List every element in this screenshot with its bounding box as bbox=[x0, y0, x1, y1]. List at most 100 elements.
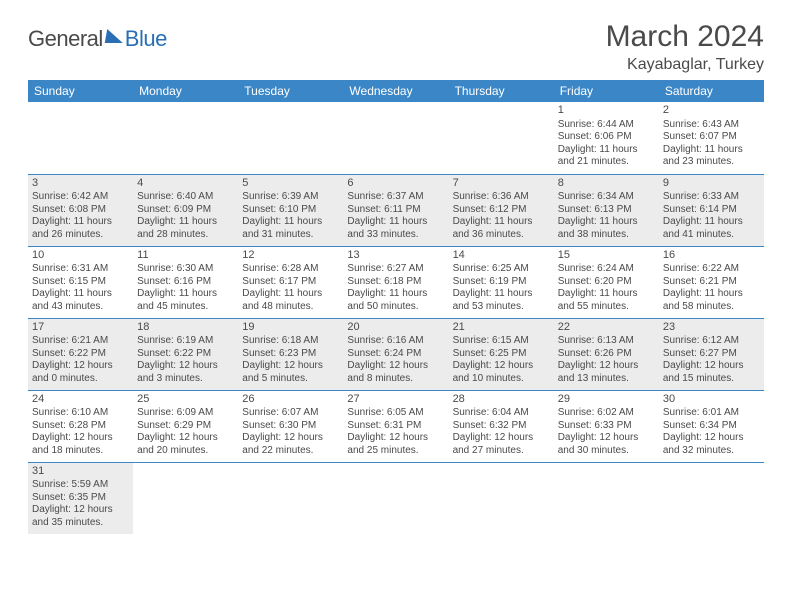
daylight-text: Daylight: 12 hours bbox=[347, 432, 444, 445]
daylight-text: and 25 minutes. bbox=[347, 445, 444, 458]
weekday-header: Sunday bbox=[28, 80, 133, 102]
day-number: 11 bbox=[137, 249, 234, 263]
calendar-day: 2Sunrise: 6:43 AMSunset: 6:07 PMDaylight… bbox=[659, 102, 764, 174]
sunset-text: Sunset: 6:34 PM bbox=[663, 420, 760, 433]
sunset-text: Sunset: 6:07 PM bbox=[663, 131, 760, 144]
calendar-day-empty bbox=[343, 462, 448, 534]
sunrise-text: Sunrise: 6:24 AM bbox=[558, 263, 655, 276]
daylight-text: and 41 minutes. bbox=[663, 229, 760, 242]
daylight-text: Daylight: 12 hours bbox=[558, 360, 655, 373]
calendar-day-empty bbox=[133, 462, 238, 534]
location: Kayabaglar, Turkey bbox=[606, 56, 764, 74]
calendar-day-empty bbox=[554, 462, 659, 534]
calendar-day-empty bbox=[238, 102, 343, 174]
calendar-week: 3Sunrise: 6:42 AMSunset: 6:08 PMDaylight… bbox=[28, 174, 764, 246]
sunset-text: Sunset: 6:22 PM bbox=[32, 348, 129, 361]
header: General Blue March 2024 Kayabaglar, Turk… bbox=[28, 20, 764, 74]
daylight-text: Daylight: 11 hours bbox=[663, 144, 760, 157]
daylight-text: Daylight: 12 hours bbox=[32, 504, 129, 517]
day-number: 3 bbox=[32, 177, 129, 191]
calendar-day-empty bbox=[343, 102, 448, 174]
weekday-header: Tuesday bbox=[238, 80, 343, 102]
sunrise-text: Sunrise: 6:02 AM bbox=[558, 407, 655, 420]
weekday-header: Monday bbox=[133, 80, 238, 102]
sunset-text: Sunset: 6:28 PM bbox=[32, 420, 129, 433]
sunrise-text: Sunrise: 6:44 AM bbox=[558, 119, 655, 132]
day-number: 5 bbox=[242, 177, 339, 191]
calendar-week: 1Sunrise: 6:44 AMSunset: 6:06 PMDaylight… bbox=[28, 102, 764, 174]
daylight-text: Daylight: 11 hours bbox=[242, 216, 339, 229]
sunset-text: Sunset: 6:31 PM bbox=[347, 420, 444, 433]
sunset-text: Sunset: 6:18 PM bbox=[347, 276, 444, 289]
calendar-day: 5Sunrise: 6:39 AMSunset: 6:10 PMDaylight… bbox=[238, 174, 343, 246]
daylight-text: Daylight: 11 hours bbox=[663, 216, 760, 229]
daylight-text: and 20 minutes. bbox=[137, 445, 234, 458]
sunrise-text: Sunrise: 6:43 AM bbox=[663, 119, 760, 132]
sunrise-text: Sunrise: 6:30 AM bbox=[137, 263, 234, 276]
month-title: March 2024 bbox=[606, 20, 764, 54]
daylight-text: and 31 minutes. bbox=[242, 229, 339, 242]
day-number: 21 bbox=[453, 321, 550, 335]
sunset-text: Sunset: 6:25 PM bbox=[453, 348, 550, 361]
calendar-day-empty bbox=[133, 102, 238, 174]
sunrise-text: Sunrise: 6:13 AM bbox=[558, 335, 655, 348]
daylight-text: Daylight: 12 hours bbox=[453, 432, 550, 445]
calendar-day: 25Sunrise: 6:09 AMSunset: 6:29 PMDayligh… bbox=[133, 390, 238, 462]
calendar-day-empty bbox=[238, 462, 343, 534]
day-number: 12 bbox=[242, 249, 339, 263]
daylight-text: and 48 minutes. bbox=[242, 301, 339, 314]
sunset-text: Sunset: 6:17 PM bbox=[242, 276, 339, 289]
calendar-body: 1Sunrise: 6:44 AMSunset: 6:06 PMDaylight… bbox=[28, 102, 764, 534]
sunrise-text: Sunrise: 6:10 AM bbox=[32, 407, 129, 420]
sunset-text: Sunset: 6:15 PM bbox=[32, 276, 129, 289]
calendar-day: 1Sunrise: 6:44 AMSunset: 6:06 PMDaylight… bbox=[554, 102, 659, 174]
calendar-day: 17Sunrise: 6:21 AMSunset: 6:22 PMDayligh… bbox=[28, 318, 133, 390]
day-number: 6 bbox=[347, 177, 444, 191]
day-number: 14 bbox=[453, 249, 550, 263]
daylight-text: Daylight: 11 hours bbox=[453, 216, 550, 229]
day-number: 16 bbox=[663, 249, 760, 263]
day-number: 7 bbox=[453, 177, 550, 191]
sunset-text: Sunset: 6:11 PM bbox=[347, 204, 444, 217]
daylight-text: and 10 minutes. bbox=[453, 373, 550, 386]
daylight-text: Daylight: 11 hours bbox=[347, 216, 444, 229]
daylight-text: and 26 minutes. bbox=[32, 229, 129, 242]
day-number: 22 bbox=[558, 321, 655, 335]
sunrise-text: Sunrise: 6:21 AM bbox=[32, 335, 129, 348]
day-number: 20 bbox=[347, 321, 444, 335]
sunrise-text: Sunrise: 6:36 AM bbox=[453, 191, 550, 204]
daylight-text: and 33 minutes. bbox=[347, 229, 444, 242]
day-number: 25 bbox=[137, 393, 234, 407]
daylight-text: and 32 minutes. bbox=[663, 445, 760, 458]
daylight-text: and 21 minutes. bbox=[558, 156, 655, 169]
daylight-text: and 22 minutes. bbox=[242, 445, 339, 458]
sunrise-text: Sunrise: 6:01 AM bbox=[663, 407, 760, 420]
day-number: 31 bbox=[32, 465, 129, 479]
daylight-text: Daylight: 12 hours bbox=[663, 360, 760, 373]
daylight-text: Daylight: 12 hours bbox=[347, 360, 444, 373]
calendar-day-empty bbox=[28, 102, 133, 174]
day-number: 2 bbox=[663, 104, 760, 118]
sunrise-text: Sunrise: 6:04 AM bbox=[453, 407, 550, 420]
daylight-text: Daylight: 11 hours bbox=[663, 288, 760, 301]
sunrise-text: Sunrise: 5:59 AM bbox=[32, 479, 129, 492]
sunset-text: Sunset: 6:29 PM bbox=[137, 420, 234, 433]
day-number: 8 bbox=[558, 177, 655, 191]
day-number: 19 bbox=[242, 321, 339, 335]
sunset-text: Sunset: 6:33 PM bbox=[558, 420, 655, 433]
sunset-text: Sunset: 6:22 PM bbox=[137, 348, 234, 361]
calendar-day: 29Sunrise: 6:02 AMSunset: 6:33 PMDayligh… bbox=[554, 390, 659, 462]
sunset-text: Sunset: 6:19 PM bbox=[453, 276, 550, 289]
daylight-text: and 35 minutes. bbox=[32, 517, 129, 530]
day-number: 30 bbox=[663, 393, 760, 407]
sunset-text: Sunset: 6:20 PM bbox=[558, 276, 655, 289]
weekday-header: Friday bbox=[554, 80, 659, 102]
daylight-text: Daylight: 11 hours bbox=[558, 216, 655, 229]
calendar-day: 12Sunrise: 6:28 AMSunset: 6:17 PMDayligh… bbox=[238, 246, 343, 318]
day-number: 15 bbox=[558, 249, 655, 263]
calendar-day: 4Sunrise: 6:40 AMSunset: 6:09 PMDaylight… bbox=[133, 174, 238, 246]
sunrise-text: Sunrise: 6:42 AM bbox=[32, 191, 129, 204]
calendar-day: 31Sunrise: 5:59 AMSunset: 6:35 PMDayligh… bbox=[28, 462, 133, 534]
daylight-text: and 50 minutes. bbox=[347, 301, 444, 314]
calendar-week: 31Sunrise: 5:59 AMSunset: 6:35 PMDayligh… bbox=[28, 462, 764, 534]
